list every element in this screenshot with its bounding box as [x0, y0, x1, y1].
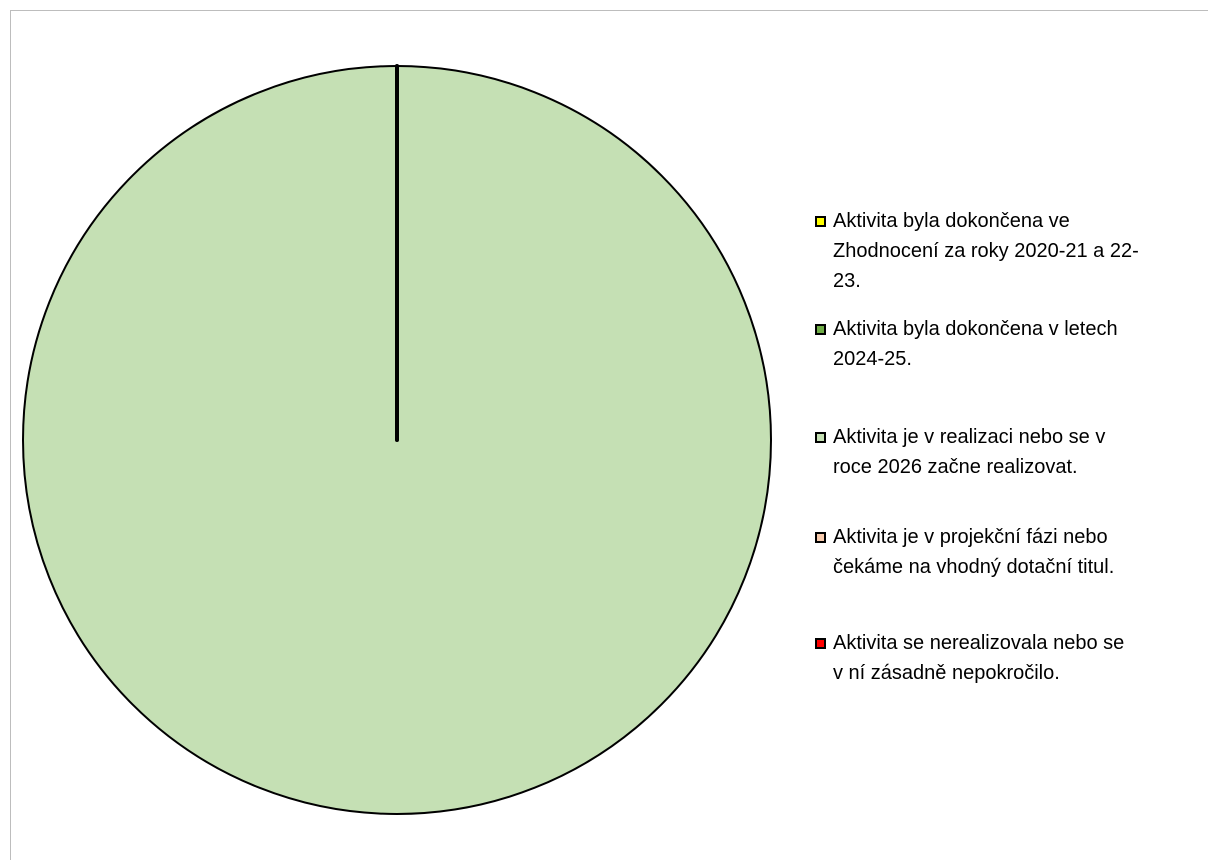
legend-item-completed-2024-25: Aktivita byla dokončena v letech 2024-25… [815, 314, 1203, 374]
legend-swatch-peach [815, 532, 826, 543]
legend-swatch-red [815, 638, 826, 649]
legend-label-completed-2024-25: Aktivita byla dokončena v letech 2024-25… [833, 318, 1118, 370]
legend-item-not-realized: Aktivita se nerealizovala nebo se v ní z… [815, 628, 1203, 688]
legend-label-project-phase: Aktivita je v projekční fázi nebo čekáme… [833, 526, 1115, 578]
legend-label-not-realized: Aktivita se nerealizovala nebo se v ní z… [833, 632, 1125, 684]
legend-item-in-realization: Aktivita je v realizaci nebo se v roce 2… [815, 422, 1203, 482]
legend-label-in-realization: Aktivita je v realizaci nebo se v roce 2… [833, 426, 1106, 478]
legend-swatch-green [815, 324, 826, 335]
legend-item-completed-earlier: Aktivita byla dokončena ve Zhodnocení za… [815, 206, 1203, 296]
legend-swatch-yellow [815, 216, 826, 227]
legend-swatch-light-green [815, 432, 826, 443]
legend-label-completed-earlier: Aktivita byla dokončena ve Zhodnocení za… [833, 210, 1139, 292]
legend-item-project-phase: Aktivita je v projekční fázi nebo čekáme… [815, 522, 1203, 582]
